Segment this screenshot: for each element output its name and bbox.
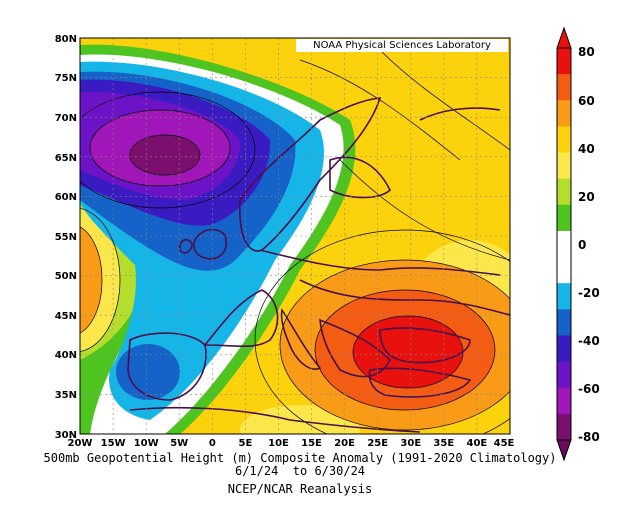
lon-label: 25E [367,438,388,449]
british-isles [193,228,227,260]
iberia-cold-cell [116,344,180,400]
colorbar-segment [557,309,571,336]
colorbar-labels: 80 60 40 20 0 -20 -40 -60 -80 [578,45,600,444]
colorbar-segment [557,230,571,258]
colorbar-label: 40 [578,142,595,156]
colorbar-label: 60 [578,94,595,108]
north-africa [129,406,421,433]
colorbar-segment [557,178,571,206]
colorbar-segment [557,413,571,441]
colorbar-label: -40 [578,334,600,348]
lat-label: 35N [55,390,77,401]
anatolia [368,367,472,398]
date-range: 6/1/24 to 6/30/24 [234,464,366,478]
lat-label: 55N [55,232,77,243]
lat-label: 50N [55,271,77,282]
colorbar-segment [557,335,571,363]
colorbar-segment [557,387,571,415]
lon-label: 45E [494,438,515,449]
anomaly-field [80,38,510,434]
lat-label: 30N [55,430,77,441]
italy [280,307,322,370]
graticule [80,38,510,434]
colorbar-label: 80 [578,45,595,59]
lon-axis: 20W 15W 10W 5W 0 5E 10E 15E 20E 25E 30E … [68,438,515,449]
lon-label: 0 [209,438,216,449]
lon-label: 15W [101,438,126,449]
contour-lines [80,49,510,434]
black-sea [379,327,471,364]
lon-label: 10E [268,438,289,449]
iberia [127,332,207,401]
colorbar-segment [557,48,571,75]
coastlines [127,97,510,433]
lat-label: 65N [55,153,77,164]
lon-label: 10W [134,438,159,449]
colorbar-bottom-arrow [556,439,572,462]
colorbar-label: -60 [578,382,600,396]
colorbar-label: 20 [578,190,595,204]
data-source: NCEP/NCAR Reanalysis [227,482,373,496]
lon-label: 20W [68,438,93,449]
colorbar-segment [557,257,571,284]
colorbar-segment [557,126,571,154]
colorbar-segment [557,152,571,180]
colorbar-segment [557,283,571,310]
credit-label: NOAA Physical Sciences Laboratory [296,39,508,52]
colorbar-top-arrow [556,26,572,49]
map-frame [79,37,511,435]
lon-label: 5E [239,438,253,449]
lon-label: 30E [400,438,421,449]
lat-label: 60N [55,192,77,203]
lat-label: 40N [55,350,77,361]
colorbar-segment [557,204,571,232]
lon-label: 15E [301,438,322,449]
colorbar-segment [557,100,571,127]
lat-label: 45N [55,311,77,322]
colorbar-label: -80 [578,430,600,444]
map-title: 500mb Geopotential Height (m) Composite … [43,451,557,465]
cold-core-center [130,135,200,175]
colorbar: 80 60 40 20 0 -20 -40 -60 -80 [556,26,600,462]
lat-label: 70N [55,113,77,124]
colorbar-segments [556,47,572,441]
colorbar-label: 0 [578,238,586,252]
lat-label: 75N [55,73,77,84]
colorbar-label: -20 [578,286,600,300]
colorbar-segment [557,361,571,389]
lon-label: 40E [467,438,488,449]
colorbar-segment [557,74,571,101]
west-warm-core [80,226,102,334]
lat-label: 80N [55,34,77,45]
lon-label: 20E [334,438,355,449]
balkans [319,318,391,378]
lat-axis: 80N 75N 70N 65N 60N 55N 50N 45N 40N 35N … [55,34,77,441]
lon-label: 35E [433,438,454,449]
lon-label: 5W [170,438,188,449]
france [203,289,279,348]
